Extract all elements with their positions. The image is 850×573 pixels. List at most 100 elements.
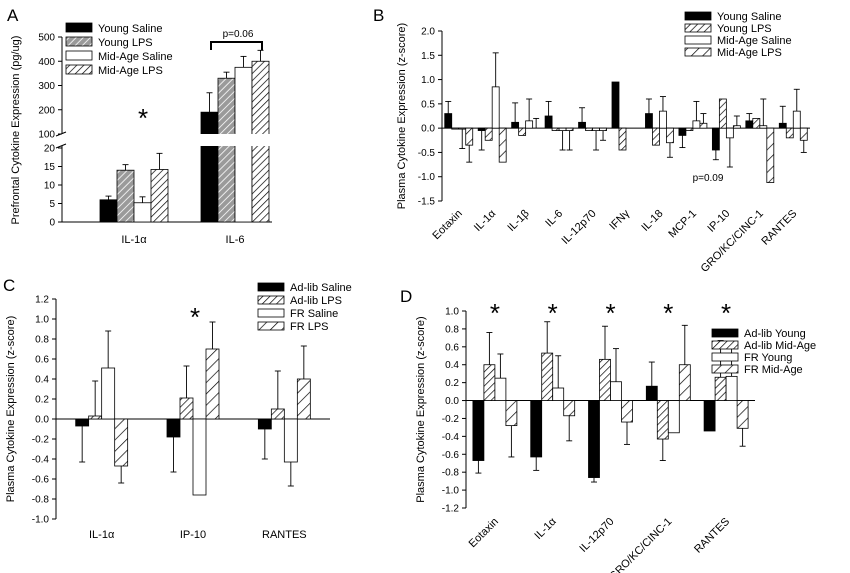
- bar-mid-age-saline-mcp-1: [692, 120, 701, 129]
- y-tick-label: 0.2: [445, 378, 459, 389]
- y-tick-label: -0.2: [442, 414, 460, 425]
- legend-swatch-mid-age-saline: [65, 50, 93, 61]
- bar-fr-saline-rantes: [283, 418, 298, 463]
- legend-swatch-ad-lib-lps: [257, 295, 285, 305]
- y-tick-label: 300: [38, 81, 55, 92]
- bar-ad-lib-young-gro-kc-cinc-1: [645, 385, 658, 401]
- bar-mid-age-saline-ip-10: [725, 127, 734, 139]
- x-tick-label: IL-1α: [532, 515, 559, 542]
- x-tick-label: IL-12p70: [577, 516, 616, 555]
- y-tick-label: -0.4: [32, 455, 50, 466]
- bar-ad-lib-saline-ip-10: [166, 418, 181, 438]
- y-tick-label: 15: [44, 162, 56, 173]
- legend-label-ad-lib-mid-age: Ad-lib Mid-Age: [744, 340, 816, 352]
- legend-swatch-young-lps: [65, 36, 93, 47]
- bar-mid-age-saline-gro-kc-cinc-1: [759, 125, 768, 129]
- bar-mid-age-saline-eotaxin: [458, 127, 467, 130]
- chart-panel-a: 0 5 10 15 20 100 200 300 400 500 Prefrontal Cytoki…: [10, 22, 272, 246]
- bar-mid-age-lps-il-6: [565, 127, 574, 131]
- bar-young-lps-il-18: [652, 127, 660, 146]
- legend-swatch-young-lps: [684, 23, 712, 33]
- legend-label-mid-age-lps: Mid-Age LPS: [717, 47, 782, 59]
- panel-label-b: B: [373, 6, 384, 25]
- bar-young-saline-gro-kc-cinc-1: [745, 120, 754, 129]
- panel-label-a: A: [7, 6, 19, 25]
- bar-young-saline-il-12p70: [578, 121, 586, 129]
- bar-young-saline-il-1: [477, 127, 486, 131]
- bar-fr-mid-age-il-1: [563, 400, 576, 417]
- x-tick-label: IL-18: [639, 208, 665, 234]
- bar-fr-young-eotaxin: [494, 377, 507, 401]
- bar-young-saline-il-6: [200, 111, 219, 223]
- x-tick-label: MCP-1: [666, 208, 699, 241]
- bar-young-lps-il-1: [116, 169, 135, 223]
- chart-panel-d: 1.0 0.8 0.6 0.4 0.2 0.0 -0.2 -0.4 -0.6 -0.8 -1.0 -1…: [415, 298, 816, 573]
- y-tick-label: 0.0: [421, 124, 435, 135]
- y-tick-label: 1.2: [35, 295, 49, 306]
- x-tick-label: Eotaxin: [467, 516, 501, 550]
- bar-ad-lib-mid-age-rantes: [714, 376, 727, 401]
- x-tick-label: IFNγ: [607, 207, 632, 232]
- bar-young-saline-il-18: [645, 113, 653, 129]
- y-tick-label: 400: [38, 57, 55, 68]
- bar-ad-lib-young-il-1: [530, 400, 543, 458]
- bar-mid-age-lps-ip-10: [732, 125, 741, 129]
- legend-swatch-ad-lib-young: [711, 328, 739, 338]
- bar-fr-saline-ip-10: [192, 418, 207, 496]
- bar-young-saline-il-6: [544, 115, 553, 129]
- x-tick-label: Eotaxin: [430, 208, 464, 242]
- bar-mid-age-saline-il-1: [133, 202, 152, 223]
- x-tick-label: RANTES: [262, 529, 307, 541]
- bar-fr-lps-rantes: [296, 378, 311, 420]
- y-tick-label: 1.0: [421, 75, 435, 86]
- x-tick-label: GRO/KC/CINC-1: [699, 208, 766, 275]
- legend-swatch-mid-age-lps: [684, 47, 712, 57]
- significance-bracket: [210, 41, 263, 50]
- y-tick-label: -1.5: [418, 197, 436, 208]
- bar-young-saline-mcp-1: [678, 127, 687, 136]
- legend-swatch-fr-saline: [257, 308, 285, 318]
- y-tick-label: 0.2: [35, 395, 49, 406]
- legend-label-ad-lib-saline: Ad-lib Saline: [290, 282, 352, 294]
- y-tick-label: 1.0: [35, 315, 49, 326]
- y-axis-label: Plasma Cytokine Expression (z-score): [396, 23, 408, 209]
- x-tick-label: IL-6: [543, 208, 565, 230]
- significance-star: *: [490, 298, 500, 328]
- x-tick-label: RANTES: [759, 208, 799, 248]
- axis-break-mark: [55, 143, 67, 149]
- y-tick-label: 100: [38, 130, 55, 141]
- y-tick-label: -1.2: [442, 504, 460, 515]
- legend-swatch-mid-age-saline: [684, 35, 712, 45]
- p-value-label: p=0.09: [693, 173, 724, 184]
- y-tick-label: -0.4: [442, 432, 460, 443]
- legend-label-fr-young: FR Young: [744, 352, 792, 364]
- bar-fr-saline-il-1: [101, 367, 116, 420]
- x-tick-label: IL-12p70: [559, 208, 598, 247]
- y-tick-label: -0.8: [442, 468, 460, 479]
- bar-young-lps-il-1: [518, 127, 527, 136]
- x-tick-label: RANTES: [692, 516, 732, 556]
- chart-panel-b: 2.0 1.5 1.0 0.5 0.0 -0.5 -1.0 -1.5 Plasma Cytoki…: [396, 11, 810, 275]
- bar-young-saline-il-1: [511, 121, 520, 129]
- bar-young-lps-eotaxin: [451, 127, 460, 130]
- bar-mid-age-lps-il-12p70: [599, 127, 607, 131]
- axis-break-gap: [199, 134, 271, 146]
- bar-ad-lib-saline-il-1: [75, 418, 90, 427]
- bar-ad-lib-young-eotaxin: [472, 400, 485, 461]
- y-tick-label: -0.6: [32, 475, 50, 486]
- y-tick-label: 500: [38, 33, 55, 44]
- bar-fr-mid-age-gro-kc-cinc-1: [678, 364, 691, 401]
- legend-label-ad-lib-young: Ad-lib Young: [744, 328, 806, 340]
- y-tick-label: 2.0: [421, 27, 435, 38]
- y-tick-label: 20: [44, 144, 56, 155]
- legend-swatch-ad-lib-mid-age: [711, 340, 739, 350]
- bar-mid-age-saline-rantes: [792, 110, 801, 129]
- bar-mid-age-lps-eotaxin: [465, 127, 474, 146]
- x-tick-label: IL-1α: [89, 529, 115, 541]
- bar-young-lps-ip-10: [718, 98, 727, 129]
- bar-ad-lib-saline-rantes: [257, 418, 272, 430]
- bar-mid-age-saline-il-12p70: [592, 127, 600, 131]
- y-tick-label: 0.6: [445, 342, 459, 353]
- p-value-label: p=0.06: [223, 29, 254, 40]
